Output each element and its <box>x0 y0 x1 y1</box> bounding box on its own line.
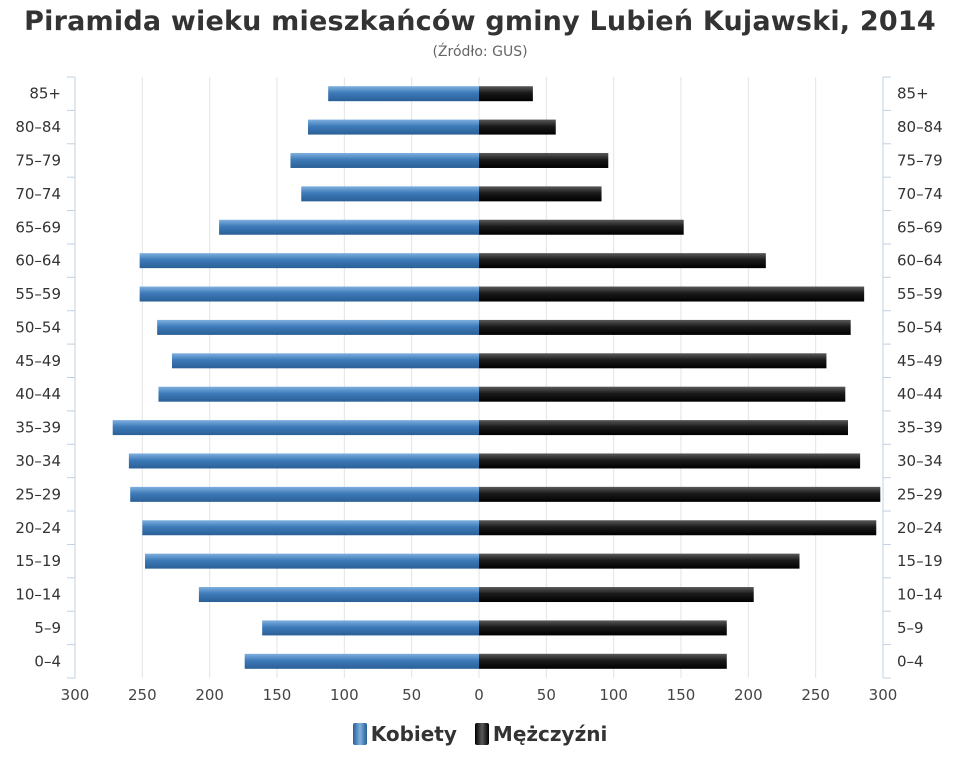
bar-mezczyzni <box>479 453 861 469</box>
age-label-right: 15–19 <box>897 552 943 570</box>
bar-kobiety <box>139 286 479 302</box>
bar-mezczyzni <box>479 319 851 335</box>
black-swatch-icon <box>474 723 489 745</box>
age-label-right: 30–34 <box>897 452 943 470</box>
age-label-left: 45–49 <box>15 352 61 370</box>
bar-kobiety <box>158 386 479 402</box>
bar-mezczyzni <box>479 553 800 569</box>
bar-kobiety <box>139 253 479 269</box>
legend-label-kobiety: Kobiety <box>370 722 457 746</box>
age-label-left: 70–74 <box>15 185 61 203</box>
bar-mezczyzni <box>479 219 684 235</box>
bar-kobiety <box>130 486 480 502</box>
chart-subtitle: (Źródło: GUS) <box>432 44 528 60</box>
age-label-left: 60–64 <box>15 252 61 270</box>
bar-kobiety <box>328 86 479 102</box>
age-label-right: 85+ <box>897 85 929 103</box>
age-label-right: 50–54 <box>897 318 943 336</box>
x-tick-label: 300 <box>61 686 90 704</box>
x-tick-label: 150 <box>263 686 292 704</box>
age-label-left: 80–84 <box>15 118 61 136</box>
age-label-left: 35–39 <box>15 419 61 437</box>
age-label-left: 5–9 <box>34 619 61 637</box>
bar-mezczyzni <box>479 353 827 369</box>
x-tick-label: 50 <box>402 686 421 704</box>
age-label-right: 70–74 <box>897 185 943 203</box>
age-label-right: 45–49 <box>897 352 943 370</box>
bar-kobiety <box>171 353 479 369</box>
age-label-left: 65–69 <box>15 218 61 236</box>
age-label-right: 5–9 <box>897 619 924 637</box>
x-tick-label: 200 <box>195 686 224 704</box>
age-label-left: 85+ <box>29 85 61 103</box>
bar-mezczyzni <box>479 286 865 302</box>
chart-title: Piramida wieku mieszkańców gminy Lubień … <box>24 6 936 37</box>
age-label-left: 10–14 <box>15 586 61 604</box>
bar-mezczyzni <box>479 520 877 536</box>
age-label-left: 55–59 <box>15 285 61 303</box>
age-label-right: 60–64 <box>897 252 943 270</box>
age-label-right: 20–24 <box>897 519 943 537</box>
x-tick-label: 250 <box>801 686 830 704</box>
x-tick-label: 50 <box>537 686 556 704</box>
bar-kobiety <box>198 587 480 603</box>
age-label-right: 80–84 <box>897 118 943 136</box>
bar-mezczyzni <box>479 253 766 269</box>
bar-mezczyzni <box>479 86 533 102</box>
blue-swatch-icon <box>352 723 367 745</box>
age-label-left: 20–24 <box>15 519 61 537</box>
bar-mezczyzni <box>479 653 727 669</box>
bar-kobiety <box>157 319 479 335</box>
x-tick-label: 250 <box>128 686 157 704</box>
legend-label-mezczyzni: Mężczyźni <box>492 722 608 746</box>
bar-mezczyzni <box>479 186 602 202</box>
bar-kobiety <box>112 420 479 436</box>
legend: Kobiety Mężczyźni <box>0 722 960 746</box>
x-tick-label: 150 <box>667 686 696 704</box>
x-tick-label: 0 <box>474 686 484 704</box>
bar-kobiety <box>244 653 479 669</box>
age-label-left: 30–34 <box>15 452 61 470</box>
bar-mezczyzni <box>479 386 846 402</box>
legend-item-kobiety[interactable]: Kobiety <box>352 722 457 746</box>
bar-mezczyzni <box>479 119 556 135</box>
legend-item-mezczyzni[interactable]: Mężczyźni <box>474 722 608 746</box>
x-tick-label: 300 <box>869 686 898 704</box>
bar-kobiety <box>262 620 479 636</box>
x-tick-label: 200 <box>734 686 763 704</box>
age-label-right: 75–79 <box>897 151 943 169</box>
bar-kobiety <box>128 453 479 469</box>
bar-mezczyzni <box>479 587 754 603</box>
bar-mezczyzni <box>479 152 609 168</box>
age-label-left: 40–44 <box>15 385 61 403</box>
bar-kobiety <box>307 119 479 135</box>
age-label-right: 65–69 <box>897 218 943 236</box>
age-label-left: 75–79 <box>15 151 61 169</box>
bar-kobiety <box>219 219 480 235</box>
bar-mezczyzni <box>479 420 848 436</box>
age-label-left: 50–54 <box>15 318 61 336</box>
bar-mezczyzni <box>479 486 881 502</box>
age-label-left: 25–29 <box>15 485 61 503</box>
age-label-right: 10–14 <box>897 586 943 604</box>
bar-kobiety <box>142 520 480 536</box>
bar-layer <box>112 86 881 669</box>
x-tick-label: 100 <box>599 686 628 704</box>
age-label-right: 35–39 <box>897 419 943 437</box>
age-label-right: 40–44 <box>897 385 943 403</box>
age-label-left: 0–4 <box>34 652 61 670</box>
bar-kobiety <box>290 152 479 168</box>
age-label-right: 55–59 <box>897 285 943 303</box>
age-label-left: 15–19 <box>15 552 61 570</box>
bar-mezczyzni <box>479 620 727 636</box>
axis-layer <box>67 76 891 679</box>
x-tick-label: 100 <box>330 686 359 704</box>
bar-kobiety <box>301 186 479 202</box>
age-label-right: 25–29 <box>897 485 943 503</box>
age-label-right: 0–4 <box>897 652 924 670</box>
bar-kobiety <box>145 553 479 569</box>
